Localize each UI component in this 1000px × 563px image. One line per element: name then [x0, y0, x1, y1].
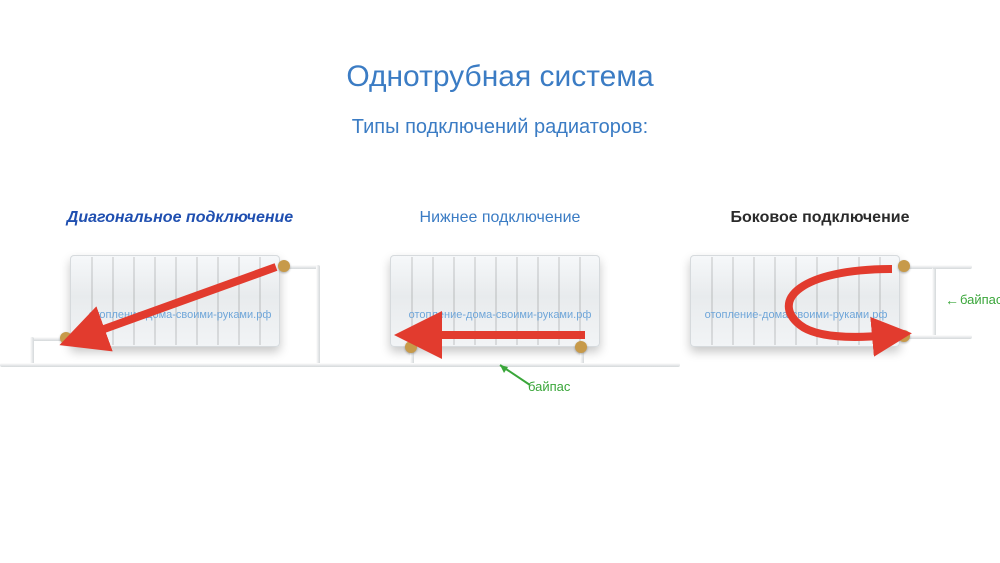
- panel-title-side: Боковое подключение: [670, 209, 970, 227]
- panel-title-diagonal: Диагональное подключение: [30, 209, 330, 227]
- subtitle: Типы подключений радиаторов:: [0, 94, 1000, 139]
- bypass-label: байпас: [960, 292, 1000, 307]
- valve-inlet: [278, 260, 290, 272]
- panel-side: Боковое подключение отопление-дома-своим…: [670, 209, 970, 387]
- panel-diagonal: Диагональное подключение отопление-дома-…: [30, 209, 330, 387]
- pipe-drop-left: [30, 337, 34, 365]
- radiator-bottom: отопление-дома-своими-руками.рф байпас: [350, 237, 650, 387]
- valve-inlet: [898, 260, 910, 272]
- bypass-riser: [932, 265, 936, 339]
- radiator-side: отопление-дома-своими-руками.рф ← байпас: [670, 237, 970, 387]
- pipe-bot-ext: [932, 335, 972, 339]
- pipe-top-ext: [932, 265, 972, 269]
- pipe-main: [0, 363, 360, 367]
- pipe-riser-right: [316, 265, 320, 365]
- valve-inlet: [575, 341, 587, 353]
- panel-bottom: Нижнее подключение отопление-дома-своими…: [350, 209, 650, 387]
- radiator-body: [390, 255, 600, 347]
- radiator-diagonal: отопление-дома-своими-руками.рф: [30, 237, 330, 387]
- valve-outlet: [60, 332, 72, 344]
- valve-outlet: [898, 330, 910, 342]
- valve-outlet: [405, 341, 417, 353]
- bypass-arrow-icon: ←: [945, 292, 959, 308]
- radiator-body: [70, 255, 280, 347]
- main-title: Однотрубная система: [0, 0, 1000, 94]
- diagram-row: Диагональное подключение отопление-дома-…: [0, 139, 1000, 387]
- bypass-label: байпас: [528, 379, 570, 394]
- panel-title-bottom: Нижнее подключение: [350, 209, 650, 227]
- pipe-main: [320, 363, 680, 367]
- radiator-body: [690, 255, 900, 347]
